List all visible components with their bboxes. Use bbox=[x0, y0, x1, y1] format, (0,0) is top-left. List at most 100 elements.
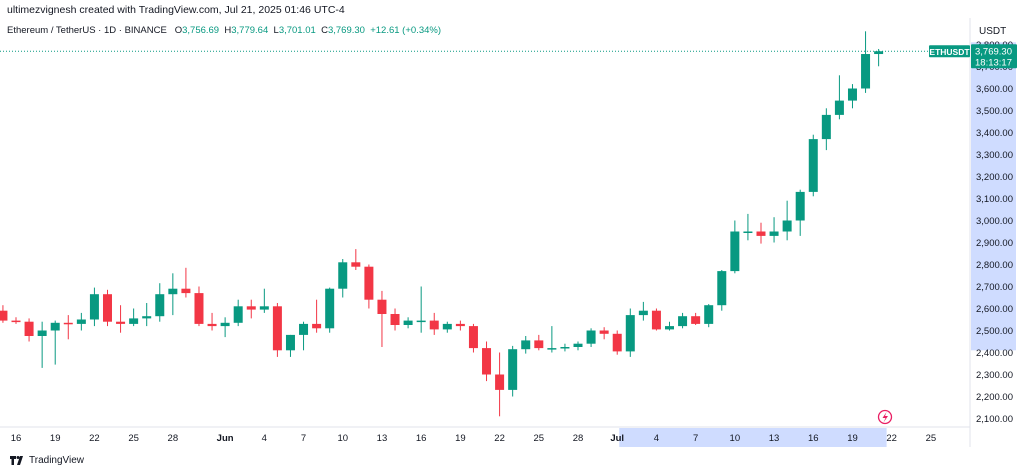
y-tick-label: 3,500.00 bbox=[976, 106, 1013, 117]
candle-body[interactable] bbox=[403, 320, 413, 325]
candle-body[interactable] bbox=[730, 231, 740, 272]
candle-body[interactable] bbox=[142, 316, 152, 319]
candle-body[interactable] bbox=[50, 322, 60, 331]
candle-body[interactable] bbox=[429, 320, 439, 330]
candle-body[interactable] bbox=[194, 293, 204, 324]
currency-label[interactable]: USDT bbox=[979, 26, 1007, 37]
y-tick-label: 3,200.00 bbox=[976, 172, 1013, 183]
candle-body[interactable] bbox=[455, 323, 465, 327]
candle-body[interactable] bbox=[847, 88, 857, 101]
candle-body[interactable] bbox=[11, 320, 21, 323]
candle-body[interactable] bbox=[116, 321, 126, 324]
candle-body[interactable] bbox=[560, 347, 570, 349]
candle-body[interactable] bbox=[874, 51, 884, 55]
candle-body[interactable] bbox=[861, 54, 871, 89]
candle-body[interactable] bbox=[299, 323, 309, 335]
candle-body[interactable] bbox=[769, 231, 779, 236]
symbol-legend: Ethereum / TetherUS · 1D · BINANCE O3,75… bbox=[7, 25, 441, 36]
y-tick-label: 2,900.00 bbox=[976, 238, 1013, 249]
x-tick-label: 22 bbox=[89, 433, 100, 444]
candle-body[interactable] bbox=[651, 310, 661, 330]
x-tick-label: 19 bbox=[455, 433, 466, 444]
x-tick-label: 13 bbox=[769, 433, 780, 444]
candle-body[interactable] bbox=[795, 191, 805, 221]
candle-body[interactable] bbox=[207, 323, 217, 327]
candle-body[interactable] bbox=[756, 231, 766, 236]
x-tick-label: 10 bbox=[337, 433, 348, 444]
candle-body[interactable] bbox=[573, 343, 583, 347]
candle-body[interactable] bbox=[468, 326, 478, 349]
candle-body[interactable] bbox=[102, 294, 112, 322]
candle-body[interactable] bbox=[390, 314, 400, 325]
time-range-highlight bbox=[619, 428, 887, 447]
candle-body[interactable] bbox=[155, 294, 165, 317]
candle-body[interactable] bbox=[586, 330, 596, 344]
x-tick-label: 10 bbox=[730, 433, 741, 444]
candle-body[interactable] bbox=[678, 316, 688, 327]
candle-body[interactable] bbox=[442, 323, 452, 330]
candle-body[interactable] bbox=[181, 288, 191, 294]
candle-body[interactable] bbox=[482, 348, 492, 375]
legend-high-label: H bbox=[224, 25, 232, 36]
candle-body[interactable] bbox=[521, 340, 531, 350]
candle-body[interactable] bbox=[508, 349, 518, 390]
candle-body[interactable] bbox=[638, 310, 648, 316]
y-tick-label: 3,100.00 bbox=[976, 194, 1013, 205]
candle-body[interactable] bbox=[834, 100, 844, 115]
candle-body[interactable] bbox=[665, 326, 674, 330]
legend-close-value: 3,769.30 bbox=[327, 25, 365, 36]
candle-body[interactable] bbox=[717, 271, 727, 306]
candle-body[interactable] bbox=[364, 266, 374, 300]
x-tick-label: 13 bbox=[377, 433, 388, 444]
candle-body[interactable] bbox=[168, 288, 178, 295]
candle-body[interactable] bbox=[495, 374, 505, 390]
candle-body[interactable] bbox=[338, 262, 348, 289]
y-tick-label: 3,000.00 bbox=[976, 216, 1013, 227]
candle-body[interactable] bbox=[37, 330, 47, 337]
candle-body[interactable] bbox=[63, 322, 73, 325]
x-tick-label: 22 bbox=[886, 433, 897, 444]
candle-body[interactable] bbox=[246, 306, 256, 310]
countdown-label: 18:13:17 bbox=[975, 57, 1012, 68]
price-tag bbox=[971, 44, 1017, 69]
footer-brand-label: TradingView bbox=[29, 455, 85, 466]
candle-body[interactable] bbox=[377, 299, 387, 314]
x-tick-label: 16 bbox=[808, 433, 819, 444]
candle-body[interactable] bbox=[808, 139, 818, 192]
candle-body[interactable] bbox=[285, 334, 295, 351]
candle-body[interactable] bbox=[272, 306, 282, 351]
candle-body[interactable] bbox=[821, 114, 831, 140]
x-tick-label: 28 bbox=[168, 433, 179, 444]
candle-body[interactable] bbox=[416, 320, 426, 323]
candle-body[interactable] bbox=[0, 310, 8, 321]
candle-body[interactable] bbox=[782, 220, 792, 232]
candle-body[interactable] bbox=[691, 316, 701, 324]
candle-body[interactable] bbox=[312, 323, 322, 329]
y-tick-label: 2,300.00 bbox=[976, 370, 1013, 381]
candle-body[interactable] bbox=[612, 333, 622, 352]
candle-body[interactable] bbox=[220, 322, 230, 327]
x-tick-label: 4 bbox=[654, 433, 659, 444]
candle-body[interactable] bbox=[547, 348, 557, 350]
candle-body[interactable] bbox=[743, 231, 753, 234]
legend-low-value: 3,701.01 bbox=[278, 25, 316, 36]
candle-body[interactable] bbox=[24, 321, 34, 336]
candle-body[interactable] bbox=[351, 262, 361, 267]
candle-body[interactable] bbox=[76, 319, 86, 324]
candle-body[interactable] bbox=[534, 340, 544, 349]
candle-body[interactable] bbox=[325, 288, 335, 329]
y-tick-label: 2,400.00 bbox=[976, 348, 1013, 359]
y-tick-label: 2,200.00 bbox=[976, 392, 1013, 403]
lightning-icon[interactable] bbox=[877, 409, 893, 425]
candle-body[interactable] bbox=[233, 306, 243, 323]
legend-symbol[interactable]: Ethereum / TetherUS · 1D · BINANCE bbox=[7, 25, 167, 36]
candle-body[interactable] bbox=[259, 306, 269, 310]
y-tick-label: 2,500.00 bbox=[976, 326, 1013, 337]
candle-body[interactable] bbox=[89, 294, 99, 320]
candle-body[interactable] bbox=[625, 315, 635, 352]
candle-body[interactable] bbox=[704, 305, 714, 324]
ticker-tag-label: ETHUSDT bbox=[929, 47, 970, 57]
candle-body[interactable] bbox=[129, 318, 139, 324]
candle-body[interactable] bbox=[599, 330, 609, 334]
